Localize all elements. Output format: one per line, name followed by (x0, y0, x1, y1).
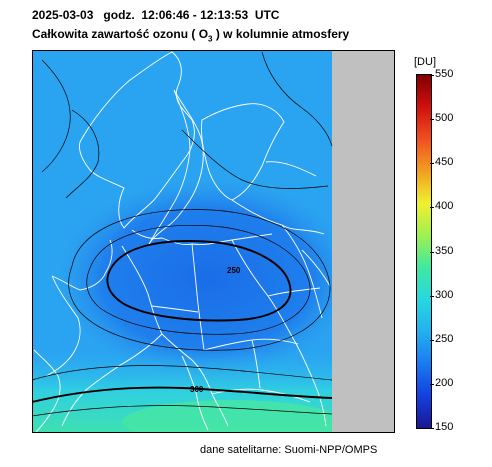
title-suffix: ) w kolumnie atmosfery (215, 27, 350, 41)
colorbar-unit: [DU] (414, 56, 436, 68)
ozone-contours (32, 51, 333, 417)
colorbar-tick-label: 250 (435, 333, 454, 345)
molecule: O (198, 27, 209, 41)
map-title: Całkowita zawartość ozonu ( O3 ) w kolum… (32, 27, 349, 43)
colorbar (416, 74, 432, 429)
colorbar-tick-label: 200 (435, 377, 454, 389)
molecule-subscript: 3 (208, 34, 213, 44)
colorbar-tick-mark (430, 296, 434, 297)
contour-label-300: 300 (190, 385, 204, 394)
colorbar-tick-label: 550 (435, 68, 454, 80)
colorbar-tick-mark (430, 428, 434, 429)
colorbar-tick-mark (430, 252, 434, 253)
header-date: 2025-03-03 (32, 8, 94, 22)
header-time-range: 12:06:46 - 12:13:53 (141, 8, 249, 22)
header-timezone: UTC (254, 8, 280, 22)
ozone-map: 250 300 (32, 50, 395, 433)
colorbar-tick-label: 300 (435, 289, 454, 301)
contour-labels: 250 300 (190, 266, 241, 394)
colorbar-tick-label: 400 (435, 200, 454, 212)
colorbar-tick-mark (430, 119, 434, 120)
ozone-high-south-core (122, 400, 342, 433)
colorbar-tick-mark (430, 163, 434, 164)
colorbar-tick-label: 350 (435, 245, 454, 257)
header-time-label: godz. (103, 8, 135, 22)
ozone-low-region (57, 178, 357, 378)
colorbar-tick-mark (430, 340, 434, 341)
colorbar-tick-label: 150 (435, 421, 454, 433)
header-date-time: 2025-03-03 godz. 12:06:46 - 12:13:53 UTC (32, 8, 279, 22)
colorbar-tick-mark (430, 207, 434, 208)
title-prefix: Całkowita zawartość ozonu ( (32, 27, 196, 41)
no-data-region (332, 50, 395, 433)
contour-label-250: 250 (227, 266, 241, 275)
colorbar-tick-mark (430, 75, 434, 76)
colorbar-tick-label: 500 (435, 112, 454, 124)
colorbar-tick-label: 450 (435, 156, 454, 168)
coastlines (33, 51, 331, 433)
colorbar-tick-mark (430, 384, 434, 385)
data-source: dane satelitarne: Suomi-NPP/OMPS (200, 444, 378, 456)
map-frame (32, 50, 395, 433)
